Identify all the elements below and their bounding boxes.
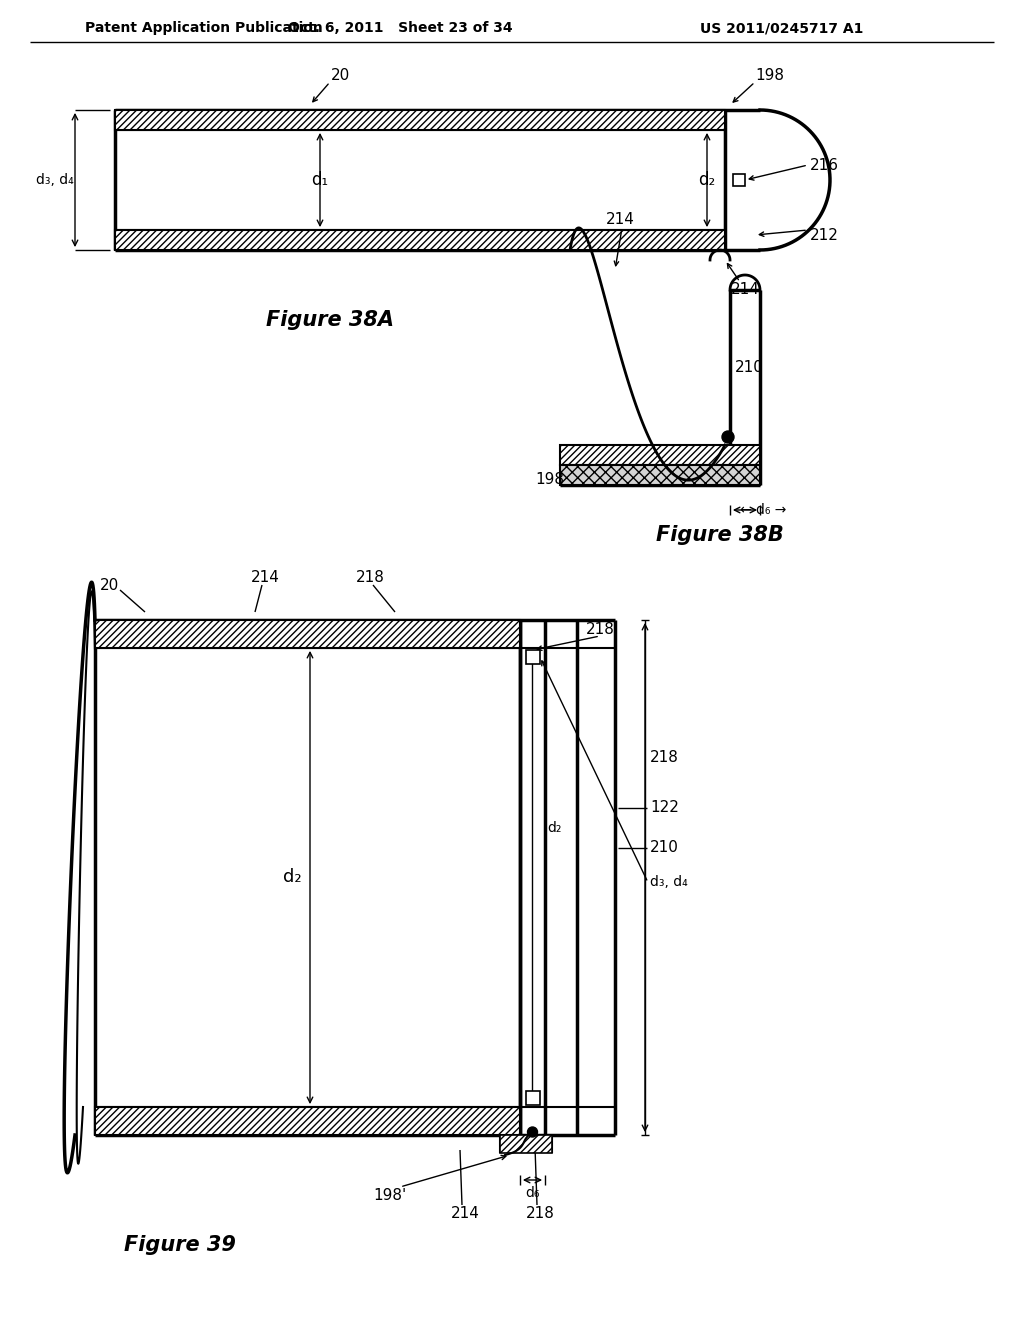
Text: 218: 218 (586, 623, 614, 638)
Bar (115, 230, 725, 249)
Text: ← d₆ →: ← d₆ → (739, 503, 786, 517)
Text: 210: 210 (650, 840, 679, 855)
Bar (115, 110, 725, 129)
Bar (526, 1092, 540, 1105)
Bar (560, 465, 760, 484)
Text: 216: 216 (810, 157, 839, 173)
Circle shape (527, 1127, 538, 1137)
Text: d₃, d₄: d₃, d₄ (650, 875, 688, 890)
Bar (95, 620, 520, 648)
Text: 20: 20 (100, 578, 119, 593)
Text: d₂: d₂ (547, 821, 562, 834)
Text: 198': 198' (374, 1188, 407, 1203)
Text: Figure 38B: Figure 38B (656, 525, 784, 545)
Text: 198: 198 (756, 67, 784, 82)
Text: Figure 39: Figure 39 (124, 1236, 236, 1255)
Text: 218: 218 (355, 570, 384, 586)
Bar (526, 649, 540, 664)
Text: Patent Application Publication: Patent Application Publication (85, 21, 323, 36)
Text: US 2011/0245717 A1: US 2011/0245717 A1 (700, 21, 863, 36)
Bar (733, 174, 745, 186)
Text: 198: 198 (535, 473, 564, 487)
Text: Oct. 6, 2011   Sheet 23 of 34: Oct. 6, 2011 Sheet 23 of 34 (288, 21, 512, 36)
Text: 214: 214 (605, 213, 635, 227)
Text: 122: 122 (650, 800, 679, 814)
Text: 210: 210 (735, 360, 764, 375)
Text: Figure 38A: Figure 38A (266, 310, 394, 330)
Circle shape (722, 432, 734, 444)
Text: 218: 218 (525, 1205, 554, 1221)
Text: 214: 214 (730, 282, 760, 297)
Text: 214: 214 (251, 570, 280, 586)
Text: 212: 212 (810, 227, 839, 243)
Text: 214: 214 (451, 1205, 479, 1221)
Text: d₂: d₂ (698, 172, 716, 189)
Text: 218: 218 (650, 750, 679, 766)
Bar (560, 445, 760, 465)
Text: d₂: d₂ (283, 869, 301, 887)
Text: d₃, d₄: d₃, d₄ (36, 173, 74, 187)
Text: 20: 20 (331, 67, 349, 82)
Bar (95, 1107, 520, 1135)
Text: d₆: d₆ (525, 1185, 540, 1200)
Text: d₁: d₁ (311, 172, 329, 189)
Bar (500, 1135, 552, 1152)
